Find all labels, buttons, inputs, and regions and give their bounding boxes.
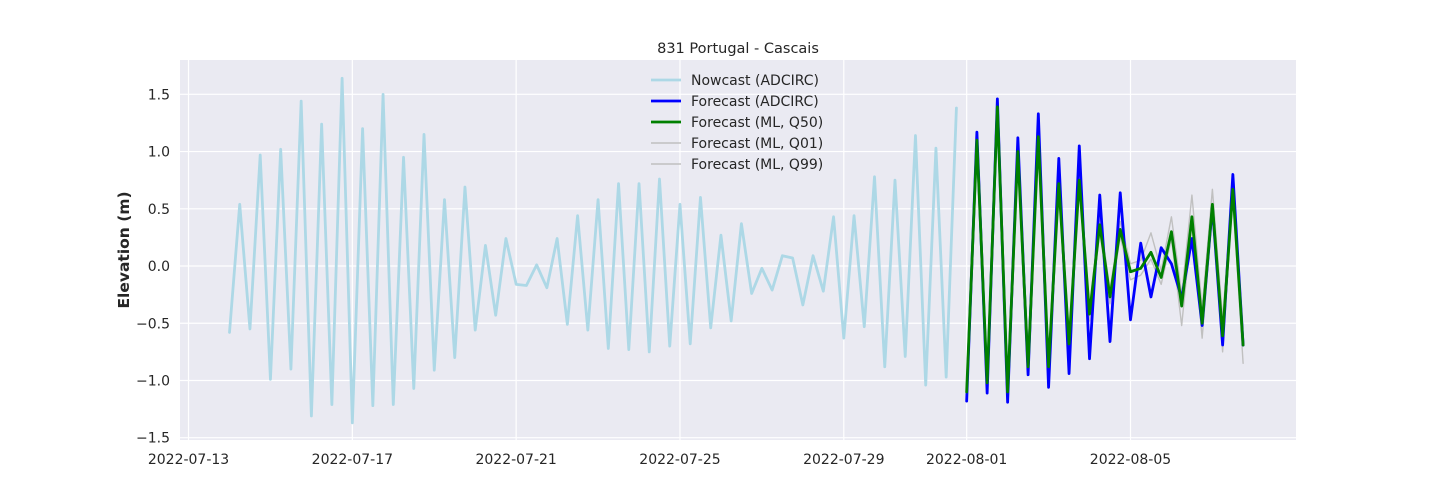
y-tick-label: 1.5 — [148, 87, 170, 103]
x-tick-label: 2022-08-05 — [1090, 452, 1171, 468]
legend-label: Nowcast (ADCIRC) — [691, 73, 819, 89]
legend-label: Forecast (ML, Q01) — [691, 136, 823, 152]
y-tick-label: −1.5 — [136, 431, 170, 447]
y-axis-label: Elevation (m) — [115, 191, 133, 308]
chart-title: 831 Portugal - Cascais — [657, 41, 819, 57]
legend-label: Forecast (ADCIRC) — [691, 94, 819, 110]
x-tick-label: 2022-08-01 — [926, 452, 1007, 468]
x-tick-label: 2022-07-13 — [148, 452, 229, 468]
series-lines — [228, 76, 1245, 425]
series-line-0 — [228, 76, 958, 425]
legend-label: Forecast (ML, Q50) — [691, 115, 823, 131]
legend-label: Forecast (ML, Q99) — [691, 157, 823, 173]
series-line-2 — [965, 105, 1245, 394]
x-tick-label: 2022-07-25 — [639, 452, 720, 468]
y-axis-ticks: −1.5 −1.0 −0.5 0.0 0.5 1.0 1.5 — [136, 87, 170, 446]
x-tick-label: 2022-07-17 — [312, 452, 393, 468]
grid — [180, 60, 1296, 440]
legend: Nowcast (ADCIRC) Forecast (ADCIRC) Forecas… — [651, 73, 823, 173]
y-tick-label: 0.5 — [148, 202, 170, 218]
y-tick-label: 1.0 — [148, 145, 170, 161]
y-tick-label: −1.0 — [136, 373, 170, 389]
y-tick-label: 0.0 — [148, 259, 170, 275]
x-tick-label: 2022-07-29 — [803, 452, 884, 468]
y-tick-label: −0.5 — [136, 316, 170, 332]
x-axis-ticks: 2022-07-13 2022-07-17 2022-07-21 2022-07-25… — [148, 452, 1171, 468]
x-tick-label: 2022-07-21 — [475, 452, 556, 468]
